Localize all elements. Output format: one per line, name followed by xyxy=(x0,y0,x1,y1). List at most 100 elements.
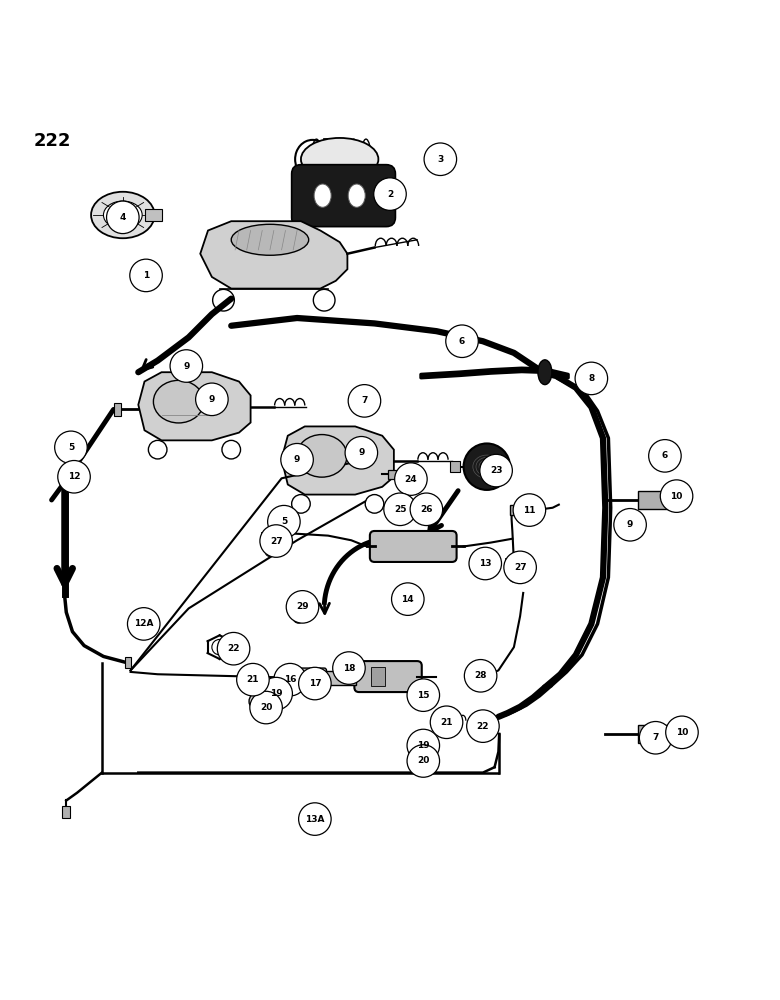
Bar xyxy=(388,470,410,479)
Circle shape xyxy=(260,677,292,710)
Text: 10: 10 xyxy=(670,492,682,501)
Ellipse shape xyxy=(538,360,552,385)
Circle shape xyxy=(127,608,160,640)
Text: 9: 9 xyxy=(183,362,190,371)
Circle shape xyxy=(575,362,608,395)
Circle shape xyxy=(250,691,282,724)
Circle shape xyxy=(281,443,314,476)
Circle shape xyxy=(365,495,384,513)
FancyBboxPatch shape xyxy=(370,531,456,562)
Text: 26: 26 xyxy=(420,505,433,514)
FancyBboxPatch shape xyxy=(354,661,422,692)
Text: 9: 9 xyxy=(358,448,364,457)
Bar xyxy=(466,673,483,682)
Text: 15: 15 xyxy=(417,691,430,700)
Text: 19: 19 xyxy=(270,689,282,698)
Text: 20: 20 xyxy=(260,703,272,712)
Text: 4: 4 xyxy=(119,213,126,222)
Circle shape xyxy=(392,583,424,615)
Ellipse shape xyxy=(314,184,332,207)
Circle shape xyxy=(663,492,679,508)
Circle shape xyxy=(640,721,672,754)
Circle shape xyxy=(431,706,463,739)
Circle shape xyxy=(513,494,546,526)
Ellipse shape xyxy=(301,138,378,181)
Text: 17: 17 xyxy=(309,679,321,688)
Circle shape xyxy=(129,259,162,292)
Text: 14: 14 xyxy=(402,595,414,604)
Circle shape xyxy=(213,289,234,311)
Text: 13A: 13A xyxy=(305,815,324,824)
Polygon shape xyxy=(282,426,394,495)
Text: 9: 9 xyxy=(627,520,633,529)
Circle shape xyxy=(614,509,647,541)
Circle shape xyxy=(480,454,512,487)
Circle shape xyxy=(260,525,292,557)
Text: 3: 3 xyxy=(438,155,444,164)
Circle shape xyxy=(274,663,307,696)
Ellipse shape xyxy=(104,201,142,229)
Bar xyxy=(204,389,218,400)
Circle shape xyxy=(196,383,228,416)
Text: 12: 12 xyxy=(68,472,80,481)
Circle shape xyxy=(407,745,440,777)
Circle shape xyxy=(463,443,510,490)
FancyBboxPatch shape xyxy=(292,165,395,227)
Circle shape xyxy=(410,493,443,526)
Bar xyxy=(125,657,131,668)
Text: 10: 10 xyxy=(675,728,688,737)
Bar xyxy=(622,516,636,527)
Text: 2: 2 xyxy=(387,190,393,199)
Circle shape xyxy=(293,612,304,623)
Text: 23: 23 xyxy=(490,466,502,475)
Circle shape xyxy=(218,632,250,665)
Bar xyxy=(283,669,295,686)
Ellipse shape xyxy=(231,224,309,255)
Circle shape xyxy=(212,639,227,655)
Bar xyxy=(450,461,459,472)
Bar xyxy=(62,806,70,818)
Bar xyxy=(622,515,636,526)
Text: 8: 8 xyxy=(588,374,594,383)
Text: 222: 222 xyxy=(34,132,71,150)
Text: 16: 16 xyxy=(284,675,296,684)
Bar xyxy=(144,209,161,221)
Text: 18: 18 xyxy=(342,664,355,673)
Text: 27: 27 xyxy=(270,537,282,546)
Text: 5: 5 xyxy=(68,443,74,452)
Circle shape xyxy=(55,431,87,464)
Circle shape xyxy=(395,463,427,495)
Circle shape xyxy=(222,440,240,459)
Text: 5: 5 xyxy=(281,517,287,526)
Bar xyxy=(267,682,278,694)
Circle shape xyxy=(384,493,417,526)
Circle shape xyxy=(249,692,268,711)
Text: 1: 1 xyxy=(143,271,149,280)
Circle shape xyxy=(661,480,693,512)
Circle shape xyxy=(148,440,167,459)
Text: 19: 19 xyxy=(417,741,430,750)
Text: 13: 13 xyxy=(479,559,491,568)
Circle shape xyxy=(504,551,537,584)
Ellipse shape xyxy=(296,435,347,477)
Text: 6: 6 xyxy=(459,337,465,346)
Circle shape xyxy=(299,667,332,700)
Bar xyxy=(370,667,385,686)
Text: 29: 29 xyxy=(296,602,309,611)
Circle shape xyxy=(407,679,440,711)
FancyBboxPatch shape xyxy=(299,668,327,688)
Circle shape xyxy=(407,729,440,762)
Circle shape xyxy=(58,461,90,493)
Circle shape xyxy=(509,573,519,582)
Circle shape xyxy=(424,143,456,176)
Bar xyxy=(179,357,193,368)
Text: 6: 6 xyxy=(661,451,668,460)
Circle shape xyxy=(445,325,478,358)
Circle shape xyxy=(416,748,434,766)
Bar xyxy=(388,505,397,515)
Bar xyxy=(292,450,306,461)
Circle shape xyxy=(663,726,679,742)
Circle shape xyxy=(265,547,275,557)
Text: 12A: 12A xyxy=(134,619,154,628)
Text: 27: 27 xyxy=(514,563,526,572)
